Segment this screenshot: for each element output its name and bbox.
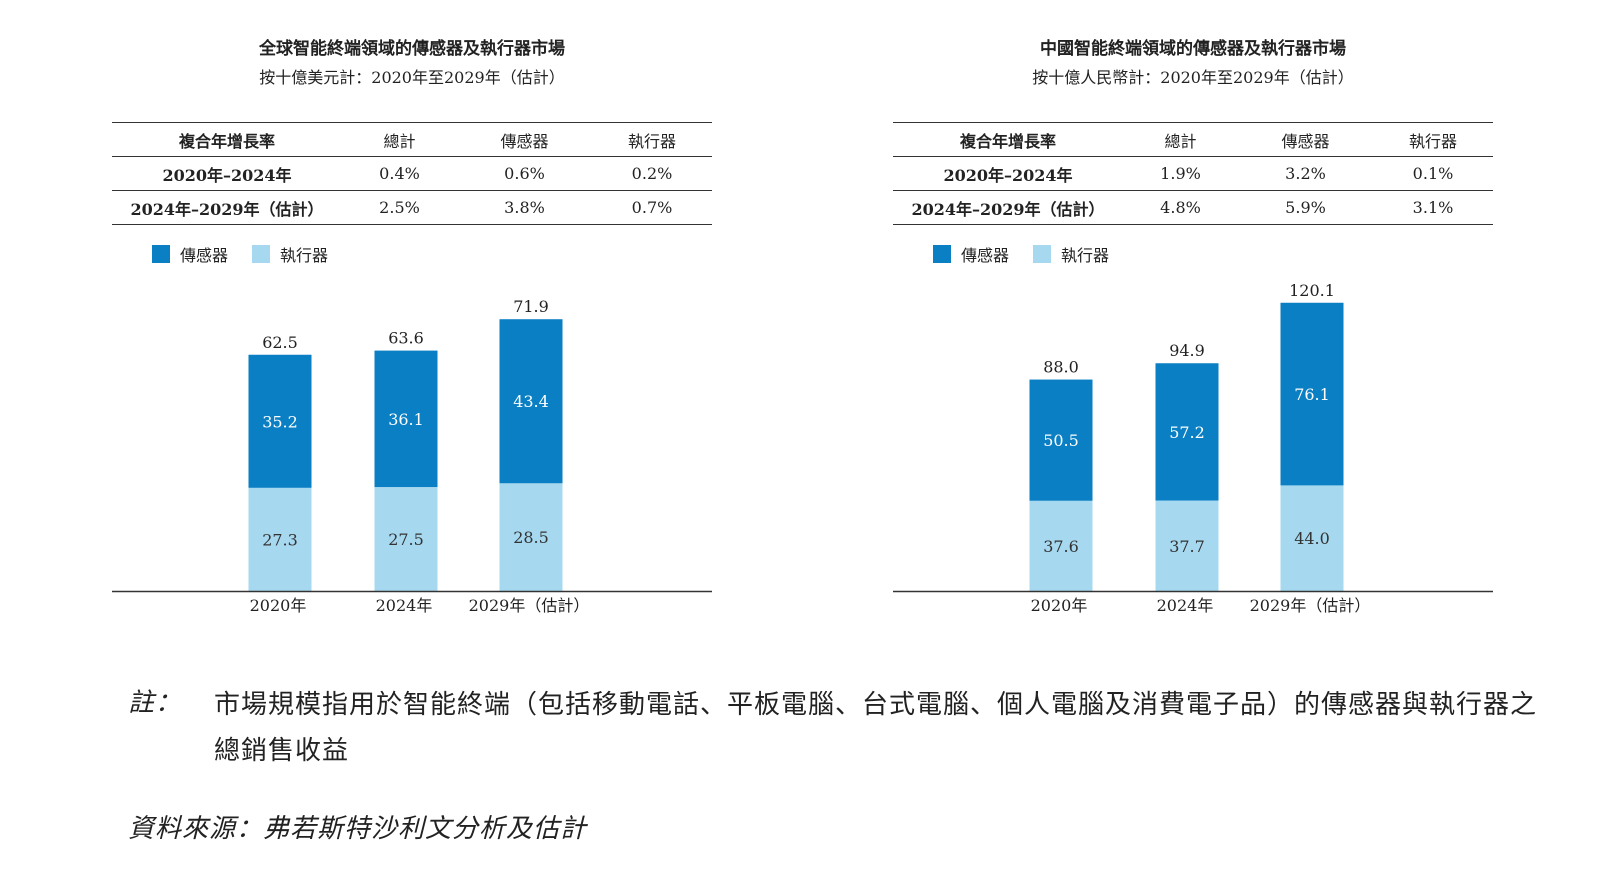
china-bar-chart: 37.6 50.5 88.0 2020年 37.7 57.2 94.9 2024年 44.0 76…: [893, 281, 1493, 615]
bar-sensor: [499, 319, 563, 484]
x-tick-label: 2024年: [1157, 596, 1214, 615]
footnote-text: 市場規模指用於智能終端（包括移動電話、平板電腦、台式電腦、個人電腦及消費電子品）…: [214, 690, 1538, 766]
x-tick-label: 2029年（估計）: [1250, 596, 1371, 615]
table-row: 2024年–2029年（估計） 2.5% 3.8% 0.7%: [112, 190, 712, 225]
bar-actuator: [499, 483, 563, 591]
table-cell: 4.8%: [1123, 190, 1238, 225]
table-cell: 5.9%: [1238, 190, 1373, 225]
table-cell: 1.9%: [1123, 156, 1238, 191]
table-cell: 0.6%: [457, 156, 592, 191]
data-label-total: 120.1: [1289, 281, 1335, 300]
table-cell: 2020年–2024年: [893, 156, 1123, 191]
table-header-cell: 總計: [342, 122, 457, 157]
legend-swatch-actuator: [1033, 245, 1052, 263]
bar-sensor: [1280, 302, 1344, 486]
table-cell: 0.1%: [1373, 156, 1493, 191]
table-row: 2020年–2024年 0.4% 0.6% 0.2%: [112, 156, 712, 191]
table-header-cell: 傳感器: [457, 122, 592, 157]
table-cell: 3.8%: [457, 190, 592, 225]
legend-item-sensor: 傳感器: [152, 242, 228, 266]
bar-sensor: [1029, 379, 1093, 501]
data-label-actuator: 27.3: [262, 530, 298, 549]
table-cell: 3.2%: [1238, 156, 1373, 191]
chart-title: 全球智能終端領域的傳感器及執行器市場: [259, 39, 565, 59]
table-header-cell: 總計: [1123, 122, 1238, 157]
data-label-total: 71.9: [513, 297, 549, 316]
x-tick-label: 2020年: [1031, 596, 1088, 615]
bar-actuator: [1029, 500, 1093, 591]
table-header-cell: 複合年增長率: [112, 122, 342, 157]
data-label-actuator: 37.7: [1169, 537, 1205, 556]
chart-subtitle: 按十億人民幣計：2020年至2029年（估計）: [1032, 68, 1354, 87]
bar-actuator: [374, 487, 438, 591]
data-label-total: 88.0: [1043, 358, 1079, 377]
cagr-table: 複合年增長率 總計 傳感器 執行器 2020年–2024年 0.4% 0.6% …: [112, 122, 712, 225]
data-label-sensor: 36.1: [388, 410, 424, 429]
legend-swatch-actuator: [252, 245, 271, 263]
table-row: 2020年–2024年 1.9% 3.2% 0.1%: [893, 156, 1493, 191]
bar-sensor: [248, 354, 312, 488]
bar-sensor: [374, 350, 438, 488]
bar-actuator: [248, 487, 312, 591]
legend-label-actuator: 執行器: [1061, 246, 1110, 265]
bar-sensor: [1155, 363, 1219, 501]
global-bar-chart: 27.3 35.2 62.5 2020年 27.5 36.1 63.6 2024年 28.5 43…: [112, 297, 712, 615]
source-note: 資料來源：弗若斯特沙利文分析及估計: [128, 814, 588, 844]
cagr-table: 複合年增長率 總計 傳感器 執行器 2020年–2024年 1.9% 3.2% …: [893, 122, 1493, 225]
table-cell: 0.7%: [592, 190, 712, 225]
data-label-actuator: 28.5: [513, 528, 549, 547]
bar-actuator: [1280, 485, 1344, 591]
chart-subtitle: 按十億美元計：2020年至2029年（估計）: [259, 68, 565, 87]
data-label-total: 62.5: [262, 333, 298, 352]
data-label-sensor: 76.1: [1294, 385, 1330, 404]
data-label-sensor: 43.4: [513, 392, 549, 411]
legend-item-actuator: 執行器: [252, 242, 328, 266]
table-header-cell: 執行器: [592, 122, 712, 157]
data-label-actuator: 37.6: [1043, 537, 1079, 556]
data-label-sensor: 50.5: [1043, 431, 1079, 450]
table-cell: 0.2%: [592, 156, 712, 191]
table-cell: 2020年–2024年: [112, 156, 342, 191]
data-label-total: 94.9: [1169, 341, 1205, 360]
table-cell: 3.1%: [1373, 190, 1493, 225]
chart-legend: 傳感器 執行器: [152, 243, 352, 265]
legend-swatch-sensor: [933, 245, 951, 263]
data-label-actuator: 27.5: [388, 530, 424, 549]
china-panel: 中國智能終端領域的傳感器及執行器市場 按十億人民幣計：2020年至2029年（估…: [893, 0, 1493, 640]
table-row: 2024年–2029年（估計） 4.8% 5.9% 3.1%: [893, 190, 1493, 225]
bar-actuator: [1155, 500, 1219, 591]
legend-item-sensor: 傳感器: [933, 242, 1009, 266]
footnote-label: 註：: [128, 688, 183, 718]
table-header-cell: 執行器: [1373, 122, 1493, 157]
x-tick-label: 2024年: [376, 596, 433, 615]
table-header-row: 複合年增長率 總計 傳感器 執行器: [112, 122, 712, 157]
table-cell: 0.4%: [342, 156, 457, 191]
table-header-row: 複合年增長率 總計 傳感器 執行器: [893, 122, 1493, 157]
legend-swatch-sensor: [152, 245, 170, 263]
legend-label-sensor: 傳感器: [961, 246, 1010, 265]
data-label-sensor: 35.2: [262, 412, 298, 431]
table-cell: 2.5%: [342, 190, 457, 225]
table-cell: 2024年–2029年（估計）: [893, 190, 1123, 225]
data-label-actuator: 44.0: [1294, 529, 1330, 548]
chart-title: 中國智能終端領域的傳感器及執行器市場: [1040, 39, 1346, 59]
data-label-total: 63.6: [388, 329, 424, 348]
global-panel: 全球智能終端領域的傳感器及執行器市場 按十億美元計：2020年至2029年（估計…: [112, 0, 712, 640]
table-cell: 2024年–2029年（估計）: [112, 190, 342, 225]
chart-legend: 傳感器 執行器: [933, 243, 1133, 265]
x-tick-label: 2029年（估計）: [469, 596, 590, 615]
data-label-sensor: 57.2: [1169, 423, 1205, 442]
table-header-cell: 傳感器: [1238, 122, 1373, 157]
table-header-cell: 複合年增長率: [893, 122, 1123, 157]
legend-label-actuator: 執行器: [280, 246, 329, 265]
legend-item-actuator: 執行器: [1033, 242, 1109, 266]
legend-label-sensor: 傳感器: [180, 246, 229, 265]
x-tick-label: 2020年: [250, 596, 307, 615]
